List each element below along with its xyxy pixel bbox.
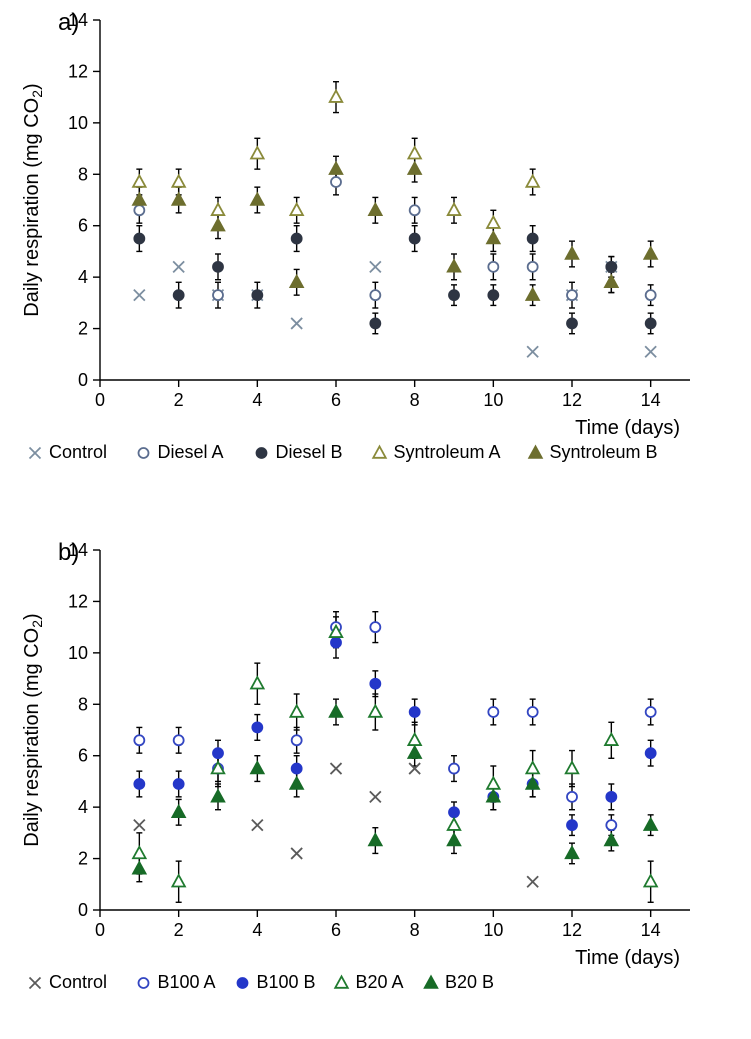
svg-text:0: 0 <box>95 920 105 940</box>
svg-text:Diesel A: Diesel A <box>158 442 224 462</box>
svg-text:12: 12 <box>562 920 582 940</box>
svg-text:Daily respiration (mg CO2): Daily respiration (mg CO2) <box>21 613 45 846</box>
svg-text:Time (days): Time (days) <box>575 947 680 969</box>
svg-text:6: 6 <box>78 746 88 766</box>
svg-text:B100 B: B100 B <box>257 972 316 992</box>
svg-text:2: 2 <box>78 319 88 339</box>
svg-text:6: 6 <box>78 216 88 236</box>
svg-text:Time (days): Time (days) <box>575 417 680 439</box>
svg-text:2: 2 <box>174 920 184 940</box>
svg-text:Diesel B: Diesel B <box>276 442 343 462</box>
chart-b-svg: b)0246810121402468101214Daily respiratio… <box>0 530 751 1010</box>
svg-text:4: 4 <box>78 267 88 287</box>
svg-text:10: 10 <box>483 390 503 410</box>
svg-text:6: 6 <box>331 920 341 940</box>
svg-text:8: 8 <box>78 164 88 184</box>
svg-text:B20 A: B20 A <box>356 972 404 992</box>
svg-text:10: 10 <box>68 643 88 663</box>
svg-text:10: 10 <box>68 113 88 133</box>
svg-text:12: 12 <box>562 390 582 410</box>
svg-text:0: 0 <box>95 390 105 410</box>
svg-text:B100 A: B100 A <box>158 972 216 992</box>
svg-text:14: 14 <box>641 390 661 410</box>
chart-a-svg: a)0246810121402468101214Daily respiratio… <box>0 0 751 480</box>
svg-text:Daily respiration (mg CO2): Daily respiration (mg CO2) <box>21 83 45 316</box>
svg-text:14: 14 <box>68 540 88 560</box>
svg-text:8: 8 <box>78 694 88 714</box>
panel-b: b)0246810121402468101214Daily respiratio… <box>0 530 751 1010</box>
svg-text:14: 14 <box>68 10 88 30</box>
svg-text:2: 2 <box>78 849 88 869</box>
svg-text:Syntroleum A: Syntroleum A <box>394 442 501 462</box>
svg-text:8: 8 <box>410 920 420 940</box>
svg-text:Control: Control <box>49 972 107 992</box>
svg-text:12: 12 <box>68 61 88 81</box>
svg-text:12: 12 <box>68 591 88 611</box>
svg-text:Control: Control <box>49 442 107 462</box>
svg-text:4: 4 <box>252 390 262 410</box>
svg-text:2: 2 <box>174 390 184 410</box>
svg-text:14: 14 <box>641 920 661 940</box>
svg-text:6: 6 <box>331 390 341 410</box>
svg-text:8: 8 <box>410 390 420 410</box>
svg-text:4: 4 <box>252 920 262 940</box>
svg-text:10: 10 <box>483 920 503 940</box>
svg-text:0: 0 <box>78 370 88 390</box>
figure-container: a)0246810121402468101214Daily respiratio… <box>0 0 751 1039</box>
svg-text:0: 0 <box>78 900 88 920</box>
panel-a: a)0246810121402468101214Daily respiratio… <box>0 0 751 480</box>
svg-text:B20 B: B20 B <box>445 972 494 992</box>
svg-text:4: 4 <box>78 797 88 817</box>
svg-text:Syntroleum B: Syntroleum B <box>550 442 658 462</box>
